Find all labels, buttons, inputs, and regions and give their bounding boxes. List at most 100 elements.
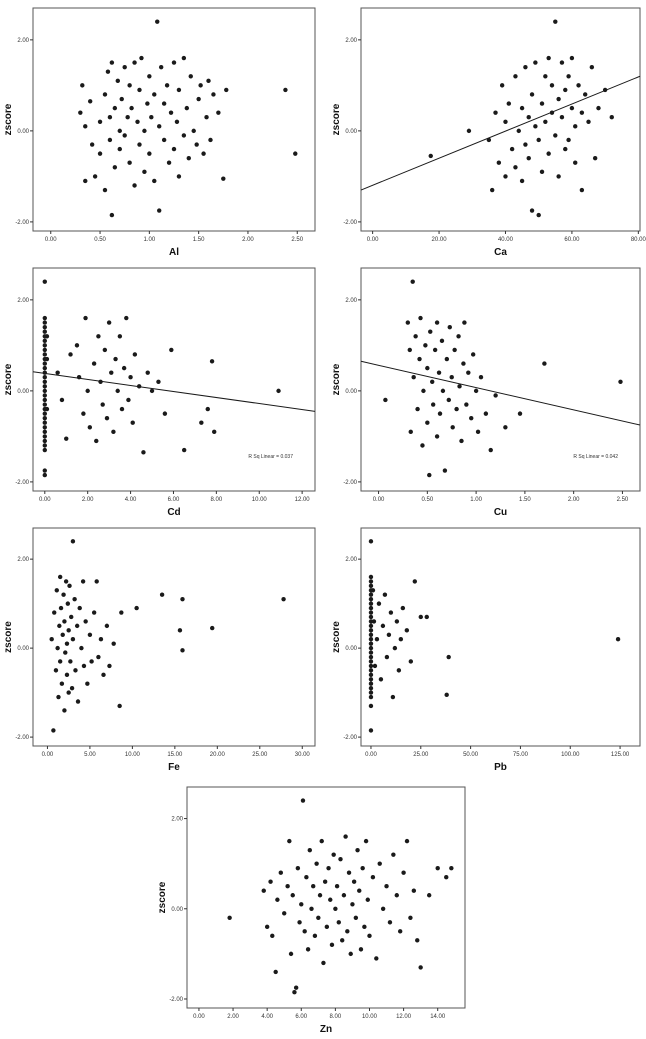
data-point bbox=[109, 370, 114, 375]
data-point bbox=[91, 361, 97, 366]
data-point bbox=[411, 375, 416, 380]
data-point bbox=[210, 625, 215, 631]
data-point bbox=[107, 137, 113, 143]
data-point bbox=[384, 884, 389, 889]
data-point bbox=[159, 592, 165, 597]
data-point bbox=[368, 663, 374, 669]
data-point bbox=[397, 929, 403, 934]
data-point bbox=[216, 110, 221, 115]
y-tick-label: 0.00 bbox=[17, 389, 29, 395]
data-point bbox=[106, 320, 112, 325]
data-point bbox=[417, 356, 422, 362]
data-point bbox=[94, 438, 99, 444]
data-point bbox=[452, 347, 457, 353]
data-point bbox=[348, 951, 353, 957]
data-point bbox=[493, 393, 498, 398]
data-point bbox=[44, 406, 50, 412]
chart-panel-fe: 0.00 5.00 10.00 15.00 20.00 25.00 30.00 -2.00 0.… bbox=[3, 527, 316, 773]
data-point bbox=[418, 965, 423, 970]
data-point bbox=[121, 365, 127, 371]
x-tick-label: 1.00 bbox=[470, 497, 482, 503]
data-point bbox=[563, 146, 568, 152]
data-point bbox=[503, 119, 508, 124]
data-point bbox=[368, 703, 374, 709]
y-axis-title: zscore bbox=[331, 103, 342, 135]
data-point bbox=[424, 614, 429, 620]
data-point bbox=[199, 420, 204, 425]
data-point bbox=[449, 375, 454, 380]
data-point bbox=[161, 137, 167, 143]
data-point bbox=[523, 142, 528, 147]
data-point bbox=[42, 370, 47, 375]
data-point bbox=[54, 588, 59, 593]
data-point bbox=[427, 472, 432, 478]
data-point bbox=[142, 128, 147, 134]
data-point bbox=[64, 672, 70, 678]
data-point bbox=[87, 632, 93, 637]
plot-frame bbox=[360, 527, 641, 747]
data-point bbox=[169, 347, 174, 353]
data-point bbox=[418, 614, 423, 620]
data-point bbox=[181, 447, 187, 453]
plot-frame bbox=[186, 786, 466, 1009]
data-point bbox=[473, 388, 479, 394]
data-point bbox=[425, 365, 430, 371]
data-point bbox=[556, 96, 561, 102]
data-point bbox=[149, 388, 155, 394]
data-point bbox=[42, 411, 47, 416]
data-point bbox=[292, 990, 297, 995]
data-point bbox=[307, 847, 312, 853]
data-point bbox=[345, 929, 350, 934]
data-point bbox=[533, 60, 538, 65]
x-tick-label: 2.00 bbox=[242, 237, 254, 243]
data-point bbox=[368, 694, 374, 700]
data-point bbox=[42, 347, 47, 353]
data-point bbox=[77, 605, 82, 611]
data-point bbox=[396, 668, 402, 673]
y-tick-label: 0.00 bbox=[17, 646, 29, 652]
data-point bbox=[194, 142, 199, 147]
data-point bbox=[132, 183, 137, 188]
data-point bbox=[405, 320, 411, 325]
data-point bbox=[378, 677, 384, 682]
data-point bbox=[119, 610, 124, 615]
data-point bbox=[96, 334, 101, 339]
data-point bbox=[513, 165, 518, 170]
data-point bbox=[107, 663, 112, 669]
data-point bbox=[117, 128, 122, 134]
x-tick-label: 100.00 bbox=[561, 752, 580, 758]
data-point bbox=[596, 105, 601, 111]
data-point bbox=[368, 645, 374, 651]
data-point bbox=[115, 388, 120, 394]
data-point bbox=[147, 151, 152, 156]
data-point bbox=[363, 838, 369, 844]
data-point bbox=[141, 450, 146, 455]
data-point bbox=[368, 650, 374, 655]
data-point bbox=[135, 119, 140, 124]
x-tick-label: 0.00 bbox=[42, 752, 54, 758]
data-point bbox=[368, 614, 374, 620]
data-point bbox=[122, 64, 127, 70]
data-point bbox=[398, 637, 404, 642]
data-point bbox=[391, 852, 396, 857]
data-point bbox=[304, 875, 309, 880]
y-tick-label: -2.00 bbox=[343, 735, 357, 741]
data-point bbox=[293, 151, 298, 156]
data-point bbox=[157, 124, 162, 129]
data-point bbox=[268, 879, 273, 884]
data-point bbox=[326, 865, 331, 871]
data-point bbox=[113, 356, 118, 362]
data-point bbox=[80, 579, 86, 584]
data-point bbox=[297, 920, 302, 925]
data-point bbox=[171, 146, 177, 152]
data-point bbox=[442, 468, 448, 473]
data-point bbox=[314, 861, 319, 866]
chart-panel-zn: 0.00 2.00 4.00 6.00 8.00 10.00 12.00 14.00 -2.00… bbox=[157, 786, 466, 1035]
data-point bbox=[74, 623, 80, 629]
data-point bbox=[370, 588, 376, 593]
data-point bbox=[454, 406, 459, 412]
data-point bbox=[42, 361, 47, 366]
data-point bbox=[85, 681, 90, 686]
data-point bbox=[164, 83, 170, 88]
x-tick-label: 15.00 bbox=[167, 752, 183, 758]
